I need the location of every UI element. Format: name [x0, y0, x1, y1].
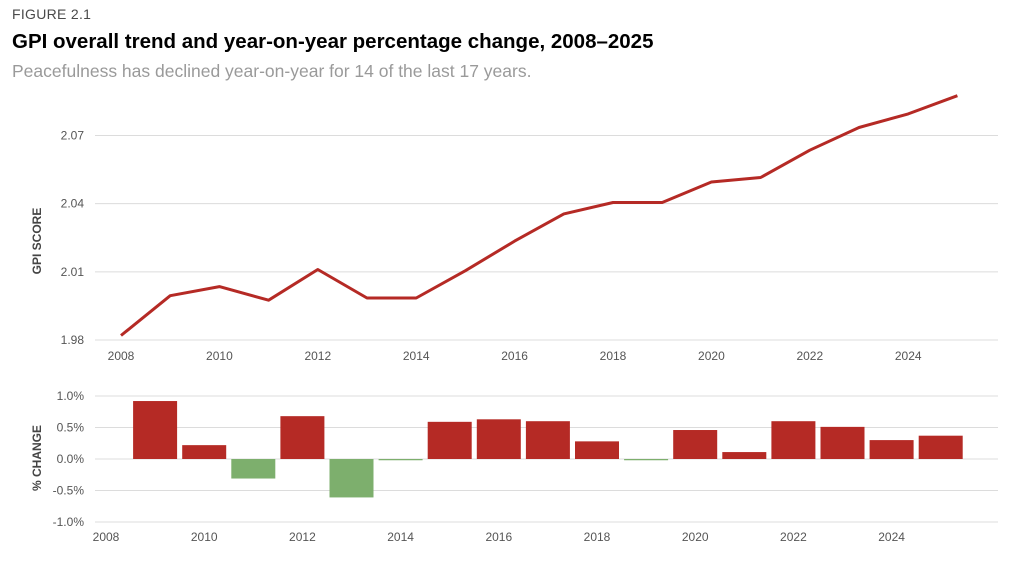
- x-tick-label: 2016: [501, 349, 528, 363]
- bar-2025: [918, 435, 963, 459]
- line-chart-y-ticks: 2.07 2.04 2.01 1.98: [61, 128, 85, 347]
- bar-chart-y-ticks: 1.0% 0.5% 0.0% -0.5% -1.0%: [53, 389, 85, 529]
- y-tick-label: 0.0%: [57, 452, 85, 466]
- x-tick-label: 2020: [698, 349, 725, 363]
- bar-2017: [525, 421, 570, 459]
- x-tick-label: 2024: [895, 349, 922, 363]
- bar-2023: [820, 426, 865, 459]
- x-tick-label: 2014: [403, 349, 430, 363]
- bar-2016: [476, 419, 521, 459]
- bar-2010: [182, 445, 227, 459]
- figure-label: FIGURE 2.1: [12, 6, 92, 22]
- bar-2022: [771, 421, 816, 459]
- bar-2009: [133, 401, 178, 459]
- bar-2014: [378, 459, 423, 461]
- chart-title: GPI overall trend and year-on-year perce…: [12, 30, 654, 53]
- bar-2013: [329, 459, 374, 498]
- x-tick-label: 2008: [93, 530, 120, 544]
- bar-chart-y-axis-title: % CHANGE: [30, 425, 44, 491]
- bar-2011: [231, 459, 276, 479]
- bar-chart-x-ticks: 2008 2010 2012 2014 2016 2018 2020 2022 2024: [93, 530, 906, 544]
- x-tick-label: 2016: [485, 530, 512, 544]
- x-tick-label: 2018: [584, 530, 611, 544]
- x-tick-label: 2010: [206, 349, 233, 363]
- bar-2015: [427, 421, 472, 459]
- bar-2012: [280, 416, 325, 459]
- y-tick-label: 0.5%: [57, 421, 85, 435]
- y-tick-label: -1.0%: [53, 515, 85, 529]
- x-tick-label: 2020: [682, 530, 709, 544]
- bar-2018: [575, 441, 619, 459]
- line-chart-x-ticks: 2008 2010 2012 2014 2016 2018 2020 2022 2024: [108, 349, 922, 363]
- line-chart-series: [120, 94, 958, 337]
- x-tick-label: 2024: [878, 530, 905, 544]
- bar-2024: [869, 440, 914, 459]
- x-tick-label: 2012: [304, 349, 331, 363]
- x-tick-label: 2014: [387, 530, 414, 544]
- y-tick-label: 2.07: [61, 128, 85, 142]
- y-tick-label: 2.01: [61, 265, 85, 279]
- x-tick-label: 2018: [600, 349, 627, 363]
- x-tick-label: 2012: [289, 530, 316, 544]
- bar-chart-bars: [133, 401, 963, 498]
- bar-2021: [722, 452, 767, 459]
- x-tick-label: 2022: [796, 349, 823, 363]
- bar-2019: [624, 459, 669, 461]
- y-tick-label: -0.5%: [53, 484, 85, 498]
- gpi-score-line: [120, 94, 958, 337]
- y-tick-label: 1.98: [61, 333, 85, 347]
- chart-subtitle: Peacefulness has declined year-on-year f…: [12, 61, 532, 81]
- line-chart-y-axis-title: GPI SCORE: [30, 208, 44, 275]
- x-tick-label: 2008: [108, 349, 135, 363]
- x-tick-label: 2022: [780, 530, 807, 544]
- y-tick-label: 1.0%: [57, 389, 85, 403]
- y-tick-label: 2.04: [61, 197, 85, 211]
- line-chart-grid: [95, 134, 998, 341]
- x-tick-label: 2010: [191, 530, 218, 544]
- bar-2020: [673, 430, 718, 459]
